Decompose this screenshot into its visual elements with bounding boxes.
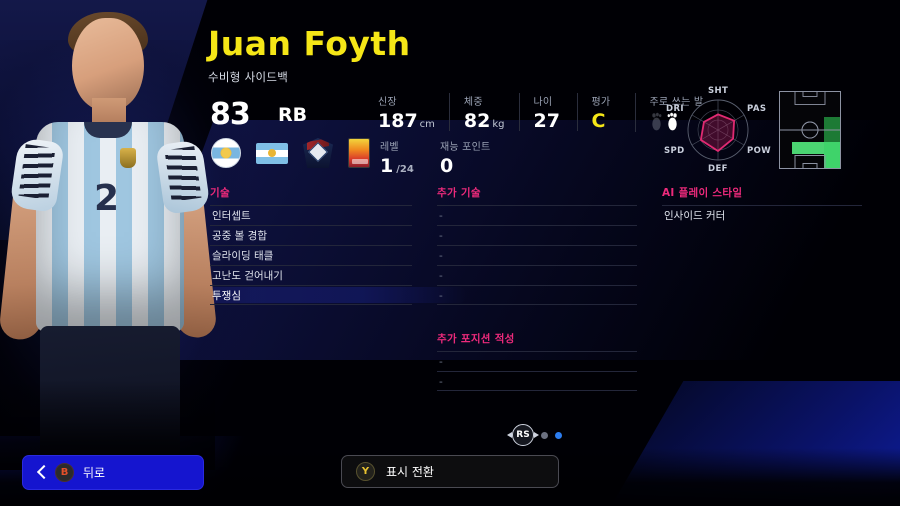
stat-age: 나이 27 [518,93,577,132]
extra-skill-item-1[interactable]: - [437,225,637,245]
radar-label-sht: SHT [708,86,729,96]
right-stick-icon[interactable]: RS [512,424,534,446]
radar-label-spd: SPD [664,146,685,156]
pitch-zone-rwb [824,117,840,142]
extra-column: 추가 기술 - - - - - 추가 포지션 적성 - - [437,185,637,391]
stat-preferred-foot-label: 주로 쓰는 발 [649,97,704,108]
radar-value-polygon [699,113,736,153]
stat-height-value: 187 cm [378,112,435,131]
chevron-left-icon [37,466,46,480]
extra-position-item-1[interactable]: - [437,371,637,391]
stat-talent-points-value: 0 [440,155,454,177]
player-name-block: Juan Foyth 수비형 사이드백 [208,27,411,85]
gamepad-y-icon: Y [356,462,375,481]
stat-weight-label: 체중 [463,97,483,108]
stat-grade: 평가 C [576,93,635,132]
player-jersey-number: 2 [94,178,120,219]
radar-label-pow: POW [747,146,772,156]
toggle-display-button-label: 표시 전환 [386,465,434,479]
extra-skill-item-2[interactable]: - [437,245,637,265]
page-indicator[interactable]: RS [512,424,562,446]
stat-level-label: 레벨 [380,142,399,153]
stat-height-unit: cm [419,119,435,130]
stat-weight-unit: kg [492,119,505,130]
radar-chart-svg [687,99,749,161]
pitch-zone-rb [824,142,840,168]
ai-playstyle-item-0[interactable]: 인사이드 커터 [662,205,862,225]
stat-level-value: 1/24 [380,157,414,176]
player-jersey-collar [84,122,132,138]
skills-title: 기술 [210,187,230,199]
stat-age-label: 나이 [533,97,553,108]
ai-playstyle-title: AI 플레이 스타일 [662,187,743,199]
stat-level: 레벨 1/24 [380,138,414,176]
extra-skill-item-4[interactable]: - [437,285,637,305]
stat-talent-points: 재능 포인트 0 [440,138,490,176]
attribute-radar-chart: SHT PAS POW DEF SPD DRI [662,86,774,174]
gamepad-b-icon: B [55,463,74,482]
extra-skills-title: 추가 기술 [437,187,481,199]
pitch-goal-box-top [802,91,818,97]
player-name: Juan Foyth [208,24,411,63]
pitch-svg [779,91,841,169]
player-overall-rating: 83 [210,97,251,132]
foot-left-icon [651,112,661,131]
extra-position-item-0[interactable]: - [437,351,637,371]
stat-preferred-foot: 주로 쓰는 발 [634,93,718,132]
skill-item-4[interactable]: 투쟁심 [206,285,467,305]
stat-age-value: 27 [533,110,560,132]
nation-flag-icon [256,142,288,164]
player-head [72,18,144,110]
extra-column-spacer [437,305,637,327]
extra-skill-item-0[interactable]: - [437,205,637,225]
league-badge-icon [348,138,370,168]
skill-item-2[interactable]: 슬라이딩 태클 [210,245,412,265]
ai-playstyle-column: AI 플레이 스타일 인사이드 커터 [662,185,862,225]
page-dot-1[interactable] [555,431,562,439]
toggle-display-button[interactable]: Y 표시 전환 [341,455,559,488]
nation-crest-icon [211,138,241,168]
stat-weight: 체중 82 kg [448,93,519,131]
back-button[interactable]: B 뒤로 [22,455,204,490]
player-position: RB [278,104,308,126]
back-button-label: 뒤로 [83,466,106,480]
pitch-zone-cb-band [792,142,824,154]
stat-height-number: 187 [378,110,418,132]
club-crest-icon [303,138,333,168]
radar-label-def: DEF [708,164,728,174]
radar-label-pas: PAS [747,104,767,114]
stat-grade-value: C [591,110,606,132]
stat-height: 신장 187 cm [378,93,449,131]
skills-column: 기술 인터셉트 공중 볼 경합 슬라이딩 태클 고난도 걷어내기 투쟁심 [206,185,467,305]
skill-item-0[interactable]: 인터셉트 [210,205,412,225]
preferred-foot-icons [650,112,704,132]
extra-skill-item-3[interactable]: - [437,265,637,285]
player-render-image: 2 [0,0,218,470]
foot-right-icon [667,112,677,131]
stat-talent-points-label: 재능 포인트 [440,142,491,153]
extra-positions-title: 추가 포지션 적성 [437,333,515,345]
stat-weight-number: 82 [463,110,491,132]
badge-row [211,138,370,168]
radar-label-dri: DRI [666,104,684,114]
page-dot-0[interactable] [541,431,548,439]
stat-grade-label: 평가 [591,97,611,108]
position-pitch-diagram [779,91,841,169]
attribute-stats-row: 신장 187 cm 체중 82 kg 나이 27 평가 C 주로 쓰는 발 [378,93,717,132]
skill-item-1[interactable]: 공중 볼 경합 [210,225,412,245]
stat-level-number: 1 [380,155,394,177]
skill-item-3[interactable]: 고난도 걷어내기 [210,265,412,285]
stat-height-label: 신장 [378,97,397,108]
stat-weight-value: 82 kg [464,112,505,131]
player-role-subtitle: 수비형 사이드백 [208,70,289,84]
player-jersey-crest [120,148,136,168]
stat-level-max: /24 [396,164,414,175]
